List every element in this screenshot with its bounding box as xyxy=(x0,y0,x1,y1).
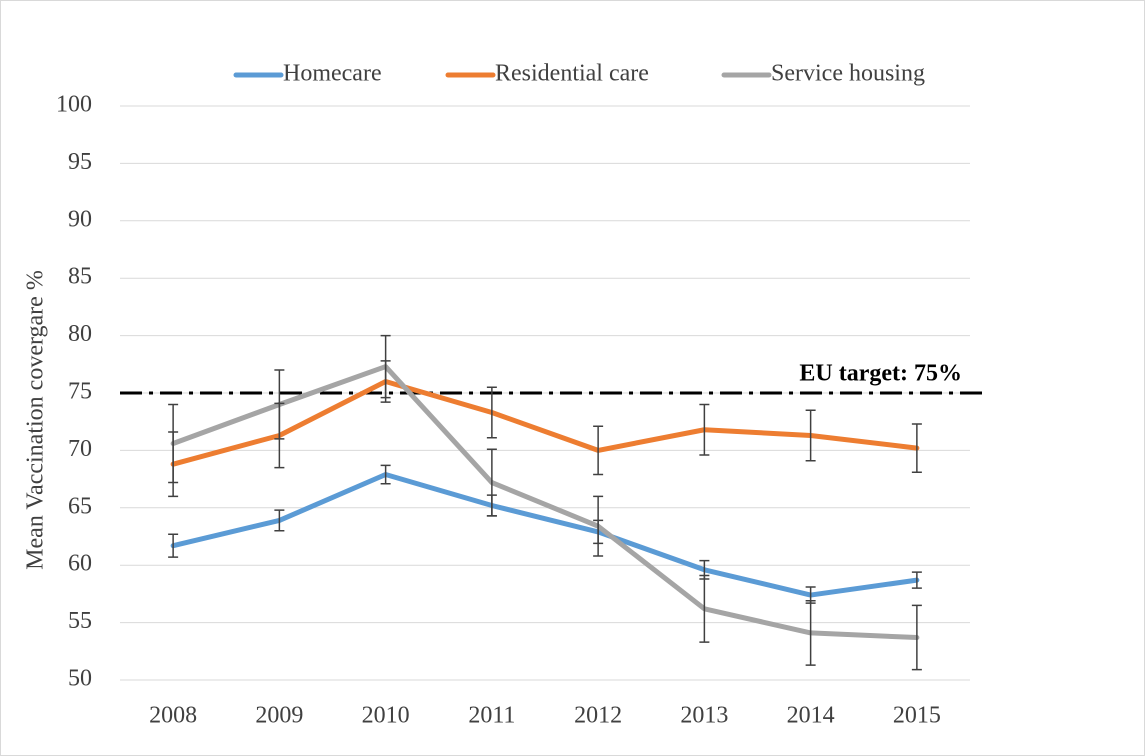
y-tick-label: 75 xyxy=(68,379,92,405)
error-bar xyxy=(486,386,497,439)
x-tick-label: 2012 xyxy=(574,703,622,729)
legend-label: Service housing xyxy=(771,61,925,87)
x-tick-label: 2014 xyxy=(787,703,835,729)
y-axis-label: Mean Vaccination covergare % xyxy=(23,270,49,570)
error-bar xyxy=(274,369,285,440)
error-bar xyxy=(380,464,391,485)
y-tick-label: 90 xyxy=(68,206,92,232)
error-bar xyxy=(274,509,285,532)
error-bar xyxy=(911,423,922,473)
series-line xyxy=(170,364,920,641)
error-bar xyxy=(699,403,710,456)
error-bar xyxy=(699,574,710,643)
y-tick-label: 70 xyxy=(68,436,92,462)
x-tick-label: 2008 xyxy=(149,703,197,729)
error-bar xyxy=(805,409,816,462)
y-tick-label: 60 xyxy=(68,551,92,577)
error-bar xyxy=(486,448,497,517)
y-tick-label: 55 xyxy=(68,608,92,634)
x-tick-label: 2010 xyxy=(362,703,410,729)
y-tick-label: 50 xyxy=(68,666,92,692)
error-bar xyxy=(168,403,179,484)
legend-label: Homecare xyxy=(283,61,382,87)
y-tick-label: 100 xyxy=(56,92,92,118)
error-bar xyxy=(380,334,391,399)
error-bar xyxy=(593,495,604,557)
error-bar xyxy=(593,425,604,476)
y-tick-label: 95 xyxy=(68,149,92,175)
series-line xyxy=(170,472,920,598)
error-bar xyxy=(805,600,816,666)
series-line xyxy=(170,379,920,467)
x-tick-label: 2015 xyxy=(893,703,941,729)
x-tick-label: 2009 xyxy=(255,703,303,729)
x-tick-label: 2013 xyxy=(680,703,728,729)
y-tick-label: 80 xyxy=(68,321,92,347)
error-bar xyxy=(911,604,922,671)
reference-label: EU target: 75% xyxy=(799,361,962,387)
error-bar xyxy=(911,571,922,589)
error-bar xyxy=(168,533,179,558)
x-tick-label: 2011 xyxy=(468,703,515,729)
y-tick-label: 65 xyxy=(68,493,92,519)
legend-label: Residential care xyxy=(495,61,649,87)
y-tick-label: 85 xyxy=(68,264,92,290)
